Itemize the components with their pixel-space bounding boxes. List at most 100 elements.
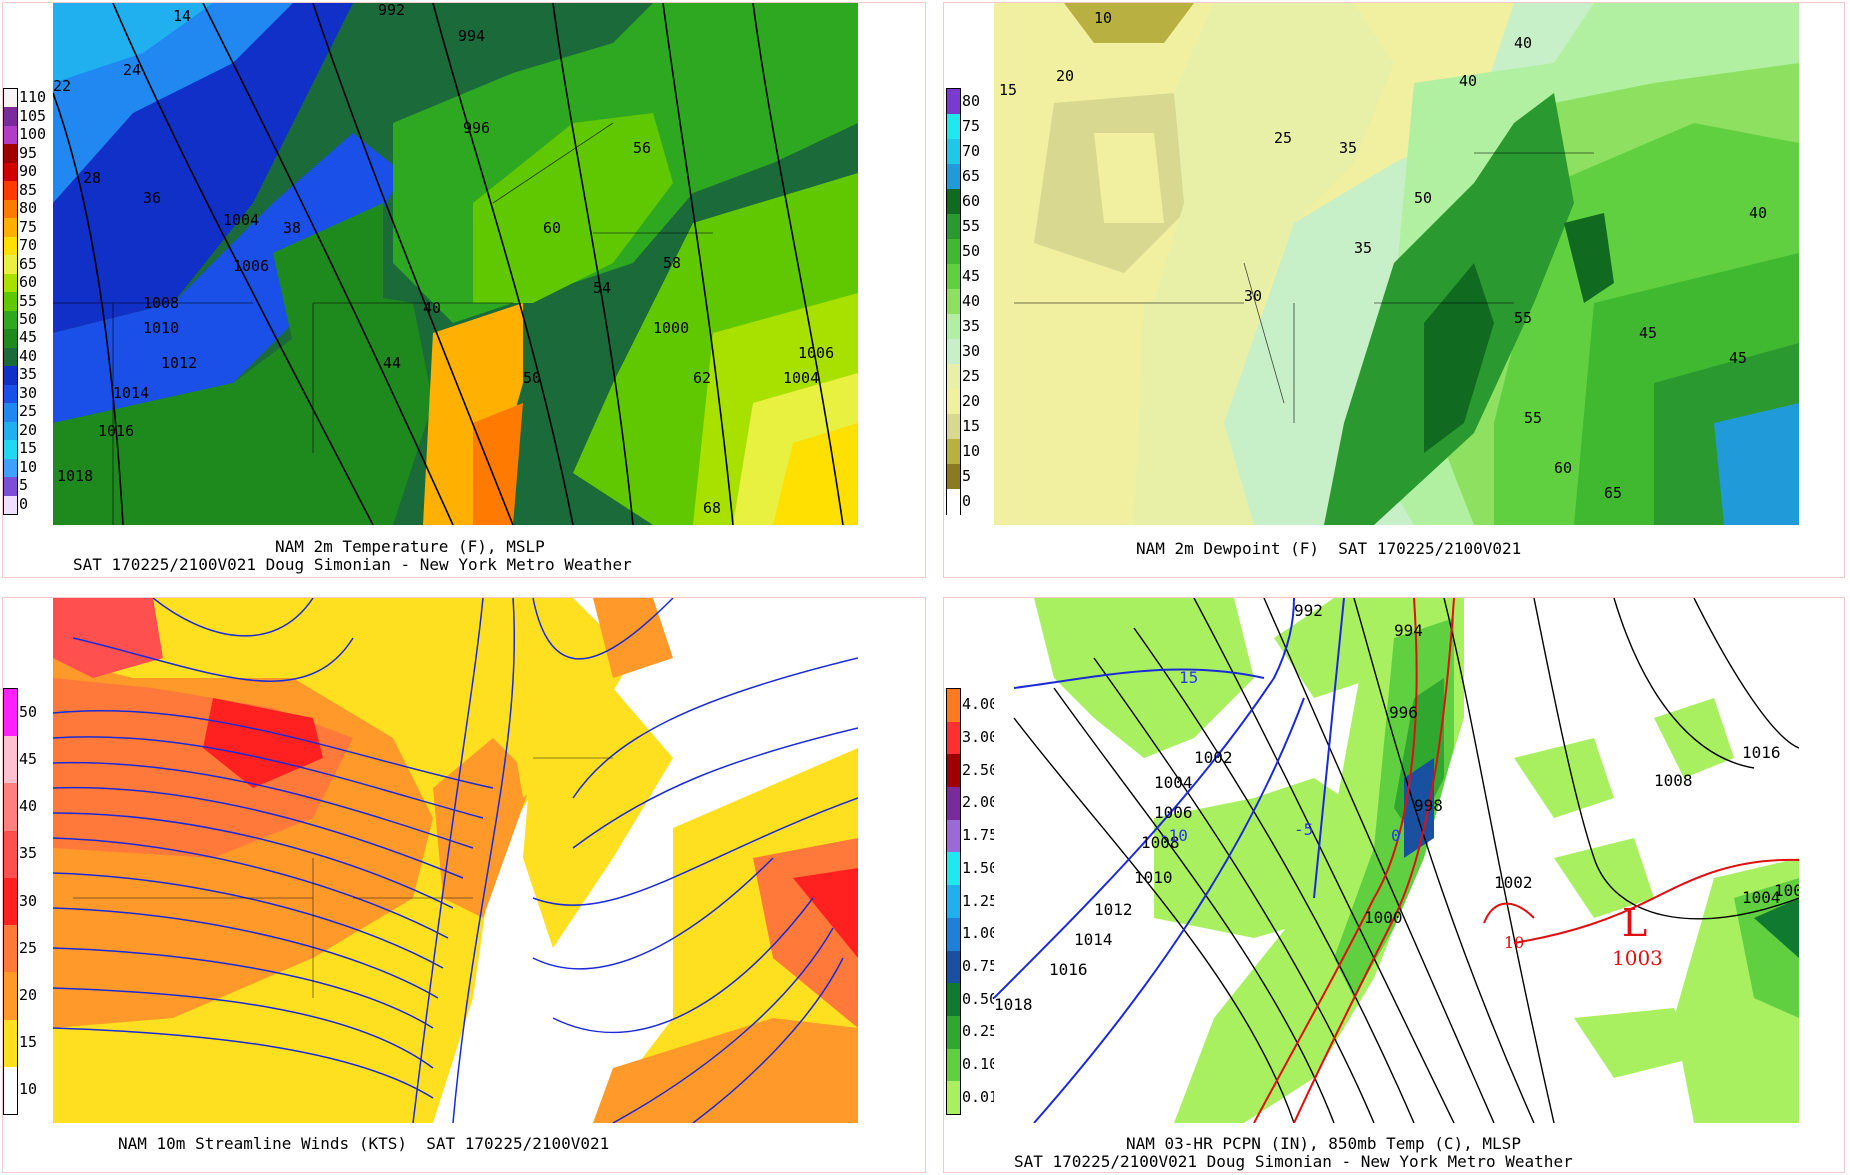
legend-swatch: [4, 736, 17, 784]
legend-swatch: [4, 273, 17, 293]
legend-swatch: [4, 347, 17, 367]
legend-swatch: [4, 689, 17, 737]
legend-label: 1.00: [962, 924, 999, 943]
legend-label: 50: [19, 702, 38, 721]
temperature-caption-line2: SAT 170225/2100V021 Doug Simonian - New …: [73, 555, 632, 574]
legend-swatch: [947, 364, 960, 390]
legend-swatch: [4, 89, 17, 108]
legend-label: 85: [19, 180, 38, 199]
dewpoint-map: 10 15 20 25 30 35 35 40 40 40 45 45 50 55 55 60 65: [994, 3, 1799, 525]
legend-swatch: [947, 1081, 960, 1115]
legend-swatch: [947, 239, 960, 265]
legend-label: 0: [962, 491, 972, 510]
legend-swatch: [947, 489, 960, 515]
legend-label: 70: [19, 236, 38, 255]
legend-swatch: [947, 689, 960, 723]
legend-label: 0.01: [962, 1087, 999, 1106]
svg-text:30: 30: [1244, 287, 1262, 305]
legend-label: 80: [962, 91, 981, 110]
svg-text:60: 60: [1554, 459, 1572, 477]
legend-swatch: [947, 439, 960, 465]
legend-label: 1.50: [962, 858, 999, 877]
legend-swatch: [947, 787, 960, 821]
svg-text:40: 40: [1459, 72, 1477, 90]
svg-text:22: 22: [53, 77, 71, 95]
legend-swatch: [4, 125, 17, 145]
legend-label: 1.25: [962, 891, 999, 910]
legend-label: 40: [962, 291, 981, 310]
legend-swatch: [4, 830, 17, 879]
svg-text:1004: 1004: [1742, 888, 1781, 907]
legend-label: 0.50: [962, 989, 999, 1008]
svg-text:1018: 1018: [994, 995, 1033, 1014]
dewpoint-legend: [946, 88, 961, 515]
svg-text:50: 50: [1414, 189, 1432, 207]
legend-swatch: [947, 1048, 960, 1082]
legend-swatch: [4, 218, 17, 238]
svg-text:35: 35: [1339, 139, 1357, 157]
legend-swatch: [4, 181, 17, 201]
legend-swatch: [947, 819, 960, 853]
svg-text:55: 55: [1514, 309, 1532, 327]
legend-swatch: [947, 289, 960, 315]
svg-text:44: 44: [383, 354, 401, 372]
legend-swatch: [4, 477, 17, 496]
legend-label: 35: [19, 365, 38, 384]
legend-swatch: [4, 972, 17, 1021]
svg-text:68: 68: [703, 499, 721, 517]
precip-panel: 4.00 3.00 2.50 2.00 1.75 1.50 1.25 1.00 0.75 0.50…: [943, 597, 1845, 1173]
svg-text:1008: 1008: [1654, 771, 1693, 790]
temperature-map-graphic: 992 994 996 1000 1006 1004 1004 1006 1008 1010…: [53, 3, 858, 525]
legend-label: 0.25: [962, 1022, 999, 1041]
legend-label: 60: [19, 273, 38, 292]
legend-label: 110: [19, 88, 47, 107]
legend-label: 10: [19, 457, 38, 476]
svg-text:1004: 1004: [783, 369, 819, 387]
svg-text:100: 100: [1774, 881, 1799, 900]
svg-text:1016: 1016: [1742, 743, 1781, 762]
legend-swatch: [4, 366, 17, 386]
legend-label: 75: [962, 116, 981, 135]
legend-label: 15: [962, 416, 981, 435]
legend-label: 25: [962, 366, 981, 385]
dewpoint-caption: NAM 2m Dewpoint (F) SAT 170225/2100V021: [1136, 539, 1522, 558]
svg-text:35: 35: [1354, 239, 1372, 257]
legend-swatch: [947, 314, 960, 340]
svg-text:10: 10: [1094, 9, 1112, 27]
svg-text:50: 50: [523, 369, 541, 387]
legend-label: 0.75: [962, 956, 999, 975]
svg-text:998: 998: [1414, 796, 1443, 815]
legend-swatch: [947, 917, 960, 952]
legend-label: 105: [19, 106, 47, 125]
svg-text:-5: -5: [1294, 820, 1313, 839]
svg-text:24: 24: [123, 61, 141, 79]
svg-text:1003: 1003: [1612, 946, 1663, 970]
precip-legend: [946, 688, 961, 1115]
legend-swatch: [4, 440, 17, 460]
svg-text:1012: 1012: [161, 354, 197, 372]
svg-text:1004: 1004: [223, 211, 259, 229]
svg-text:20: 20: [1056, 67, 1074, 85]
legend-label: 0: [19, 494, 29, 513]
svg-text:1008: 1008: [1141, 833, 1180, 852]
legend-label: 20: [962, 391, 981, 410]
svg-text:40: 40: [1514, 34, 1532, 52]
legend-swatch: [947, 214, 960, 240]
legend-swatch: [4, 1066, 17, 1115]
legend-swatch: [4, 310, 17, 330]
svg-text:0: 0: [1391, 826, 1401, 845]
legend-swatch: [4, 384, 17, 404]
legend-label: 35: [19, 844, 38, 863]
svg-text:L: L: [1622, 901, 1647, 945]
svg-text:1002: 1002: [1194, 748, 1233, 767]
svg-text:1004: 1004: [1154, 773, 1193, 792]
legend-swatch: [947, 464, 960, 490]
svg-text:45: 45: [1729, 349, 1747, 367]
legend-label: 55: [962, 216, 981, 235]
temperature-caption-line1: NAM 2m Temperature (F), MSLP: [275, 537, 545, 556]
legend-swatch: [4, 236, 17, 256]
legend-label: 55: [19, 291, 38, 310]
svg-text:40: 40: [423, 299, 441, 317]
legend-label: 40: [19, 346, 38, 365]
